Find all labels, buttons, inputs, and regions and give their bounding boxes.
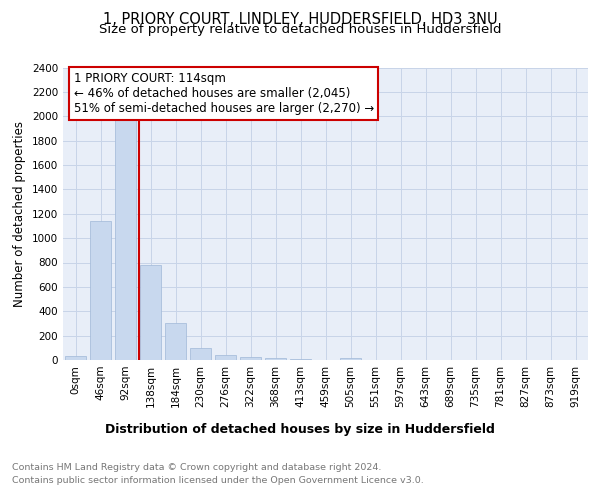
Text: 1, PRIORY COURT, LINDLEY, HUDDERSFIELD, HD3 3NU: 1, PRIORY COURT, LINDLEY, HUDDERSFIELD, … <box>103 12 497 28</box>
Text: Distribution of detached houses by size in Huddersfield: Distribution of detached houses by size … <box>105 422 495 436</box>
Y-axis label: Number of detached properties: Number of detached properties <box>13 120 26 306</box>
Bar <box>165 324 186 360</box>
Bar <box>215 354 236 360</box>
Bar <box>340 358 361 360</box>
Text: 1 PRIORY COURT: 114sqm
← 46% of detached houses are smaller (2,045)
51% of semi-: 1 PRIORY COURT: 114sqm ← 46% of detached… <box>74 72 374 115</box>
Bar <box>290 359 311 360</box>
Bar <box>115 118 136 360</box>
Text: Size of property relative to detached houses in Huddersfield: Size of property relative to detached ho… <box>99 22 501 36</box>
Text: Contains public sector information licensed under the Open Government Licence v3: Contains public sector information licen… <box>12 476 424 485</box>
Bar <box>265 358 286 360</box>
Bar <box>65 356 86 360</box>
Bar <box>90 221 111 360</box>
Text: Contains HM Land Registry data © Crown copyright and database right 2024.: Contains HM Land Registry data © Crown c… <box>12 462 382 471</box>
Bar <box>190 348 211 360</box>
Bar <box>240 357 261 360</box>
Bar <box>140 265 161 360</box>
